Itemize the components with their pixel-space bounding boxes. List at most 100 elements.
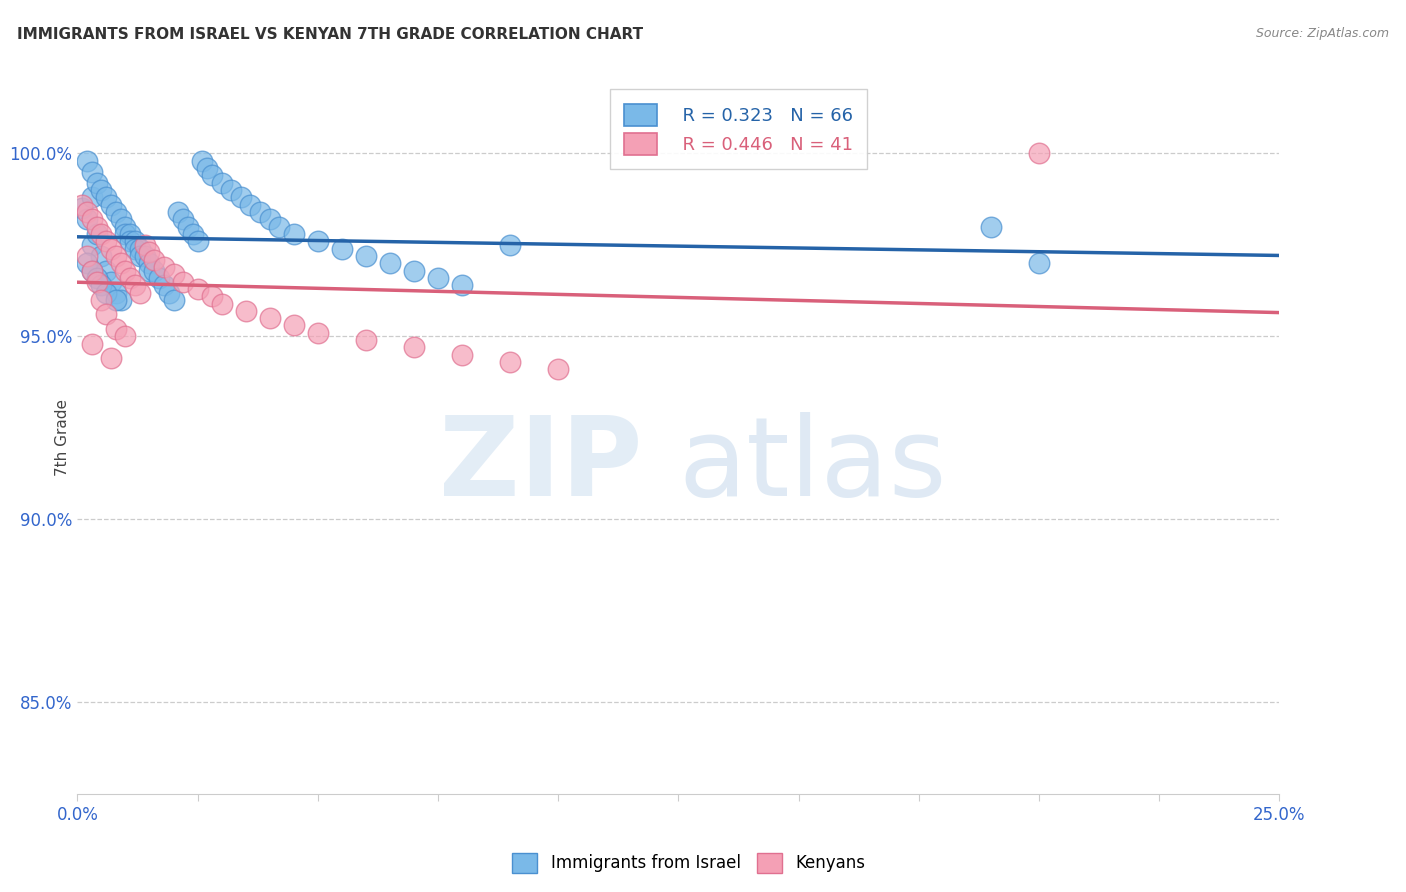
Point — [104, 293, 127, 307]
Point — [80, 238, 103, 252]
Point — [307, 235, 329, 249]
Point — [96, 263, 118, 277]
Point — [86, 176, 108, 190]
Point — [148, 271, 170, 285]
Point — [124, 235, 146, 249]
Point — [307, 326, 329, 340]
Point — [153, 278, 176, 293]
Point — [980, 219, 1002, 234]
Point — [86, 227, 108, 241]
Point — [76, 249, 98, 263]
Point — [162, 267, 184, 281]
Point — [402, 263, 425, 277]
Point — [96, 190, 118, 204]
Point — [80, 263, 103, 277]
Point — [76, 153, 98, 168]
Point — [283, 227, 305, 241]
Point — [90, 249, 112, 263]
Point — [229, 190, 252, 204]
Point — [167, 205, 190, 219]
Point — [128, 249, 150, 263]
Point — [354, 333, 377, 347]
Point — [96, 235, 118, 249]
Point — [134, 249, 156, 263]
Text: atlas: atlas — [679, 412, 946, 519]
Point — [76, 256, 98, 270]
Point — [259, 212, 281, 227]
Point — [100, 197, 122, 211]
Point — [124, 242, 146, 256]
Point — [120, 235, 142, 249]
Point — [120, 271, 142, 285]
Point — [80, 212, 103, 227]
Point — [451, 348, 474, 362]
Point — [138, 245, 160, 260]
Point — [201, 169, 224, 183]
Point — [201, 289, 224, 303]
Point — [76, 205, 98, 219]
Point — [499, 355, 522, 369]
Point — [80, 336, 103, 351]
Point — [90, 293, 112, 307]
Point — [134, 238, 156, 252]
Point — [100, 242, 122, 256]
Point — [378, 256, 401, 270]
Point — [70, 202, 93, 216]
Point — [172, 212, 194, 227]
Point — [235, 303, 257, 318]
Legend:   R = 0.323   N = 66,   R = 0.446   N = 41: R = 0.323 N = 66, R = 0.446 N = 41 — [610, 89, 868, 169]
Point — [211, 296, 233, 310]
Point — [138, 256, 160, 270]
Point — [162, 293, 184, 307]
Point — [114, 329, 136, 343]
Legend: Immigrants from Israel, Kenyans: Immigrants from Israel, Kenyans — [506, 847, 872, 880]
Point — [283, 318, 305, 333]
Point — [104, 249, 127, 263]
Point — [110, 212, 132, 227]
Point — [143, 252, 166, 267]
Point — [186, 235, 209, 249]
Point — [90, 227, 112, 241]
Point — [354, 249, 377, 263]
Point — [451, 278, 474, 293]
Point — [100, 351, 122, 366]
Point — [499, 238, 522, 252]
Point — [143, 263, 166, 277]
Point — [80, 263, 103, 277]
Point — [80, 165, 103, 179]
Point — [70, 197, 93, 211]
Point — [219, 183, 242, 197]
Point — [195, 161, 218, 175]
Point — [181, 227, 204, 241]
Point — [104, 205, 127, 219]
Point — [269, 219, 291, 234]
Point — [239, 197, 262, 211]
Point — [86, 219, 108, 234]
Point — [138, 263, 160, 277]
Point — [186, 282, 209, 296]
Point — [330, 242, 353, 256]
Point — [114, 227, 136, 241]
Point — [177, 219, 200, 234]
Text: Source: ZipAtlas.com: Source: ZipAtlas.com — [1256, 27, 1389, 40]
Point — [427, 271, 450, 285]
Point — [96, 308, 118, 322]
Point — [1028, 256, 1050, 270]
Point — [128, 285, 150, 300]
Point — [124, 278, 146, 293]
Point — [104, 322, 127, 336]
Point — [547, 362, 569, 376]
Point — [76, 212, 98, 227]
Point — [80, 190, 103, 204]
Point — [86, 271, 108, 285]
Point — [1028, 146, 1050, 161]
Point — [402, 340, 425, 354]
Point — [90, 278, 112, 293]
Point — [104, 285, 127, 300]
Point — [90, 183, 112, 197]
Point — [110, 293, 132, 307]
Y-axis label: 7th Grade: 7th Grade — [55, 399, 70, 475]
Point — [86, 275, 108, 289]
Point — [120, 227, 142, 241]
Point — [96, 285, 118, 300]
